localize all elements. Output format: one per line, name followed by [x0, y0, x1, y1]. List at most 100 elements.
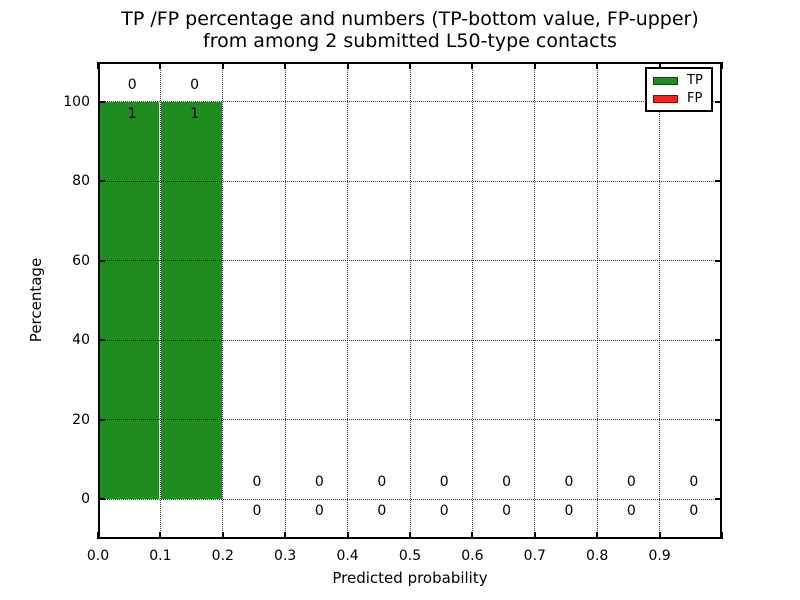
fp-count-label: 0: [564, 474, 574, 491]
gridline-x: [347, 62, 349, 539]
tp-count-label: 0: [439, 503, 449, 520]
gridline-y: [98, 101, 722, 103]
gridline-y: [98, 498, 722, 500]
x-tick-label: 0.4: [336, 548, 359, 564]
tp-count-label: 0: [689, 503, 699, 520]
y-tick-label: 20: [72, 411, 90, 428]
tp-count-label: 1: [127, 105, 137, 122]
x-tick-mark-top: [159, 62, 162, 69]
legend-label: FP: [687, 91, 703, 106]
tp-count-label: 0: [502, 503, 512, 520]
gridline-y: [98, 419, 722, 421]
y-tick-mark-left: [98, 498, 105, 501]
fp-count-label: 0: [127, 76, 137, 93]
y-tick-mark-right: [715, 259, 722, 262]
x-tick-mark-top: [97, 62, 99, 69]
fp-count-label: 0: [252, 474, 262, 491]
chart-title-line1: TP /FP percentage and numbers (TP-bottom…: [121, 8, 699, 30]
fp-count-label: 0: [377, 474, 387, 491]
legend-item-fp: FP: [647, 92, 711, 105]
x-tick-mark-top: [221, 62, 224, 69]
y-tick-mark-left: [98, 418, 105, 421]
gridline-y: [98, 180, 722, 182]
fp-count-label: 0: [502, 474, 512, 491]
x-tick-mark-top: [721, 62, 723, 69]
fp-count-label: 0: [439, 474, 449, 491]
x-tick-mark-bottom: [471, 532, 474, 539]
x-tick-mark-bottom: [284, 532, 287, 539]
tp-count-label: 1: [190, 105, 200, 122]
tp-count-label: 0: [252, 503, 262, 520]
legend: TP FP: [645, 67, 713, 112]
y-tick-mark-right: [715, 180, 722, 183]
y-tick-mark-left: [98, 259, 105, 262]
y-tick-label: 100: [63, 93, 90, 110]
gridline-x: [659, 62, 661, 539]
x-tick-mark-bottom: [721, 532, 723, 539]
x-tick-mark-top: [409, 62, 411, 69]
gridline-x: [409, 62, 411, 539]
x-tick-mark-bottom: [221, 532, 224, 539]
legend-item-tp: TP: [647, 74, 711, 87]
gridline-x: [596, 62, 598, 539]
x-tick-mark-bottom: [159, 532, 162, 539]
x-axis-label: Predicted probability: [332, 569, 488, 587]
plot-area: 0 1 0 1 0 0 0 0 0 0 0 0 0 0 0 0 0 0 0 0 TP FP: [97, 62, 723, 539]
tp-count-label: 0: [377, 503, 387, 520]
x-tick-label: 0.9: [648, 548, 671, 564]
gridline-x: [534, 62, 536, 539]
x-tick-mark-top: [346, 62, 349, 69]
x-tick-label: 0.1: [149, 548, 172, 564]
gridline-x: [222, 62, 224, 539]
bar-tp: [99, 101, 160, 500]
y-tick-mark-right: [715, 339, 722, 342]
y-tick-mark-left: [98, 180, 105, 183]
fp-count-label: 0: [626, 474, 636, 491]
y-tick-label: 80: [72, 173, 90, 190]
bar-tp: [161, 101, 222, 500]
tp-count-label: 0: [314, 503, 324, 520]
tp-count-label: 0: [564, 503, 574, 520]
x-tick-label: 0.5: [398, 548, 422, 564]
tp-swatch: [653, 76, 678, 85]
x-tick-mark-bottom: [658, 532, 661, 539]
x-tick-mark-top: [471, 62, 474, 69]
y-tick-mark-right: [715, 100, 722, 103]
gridline-x: [159, 62, 161, 539]
x-tick-mark-top: [596, 62, 599, 69]
fp-count-label: 0: [314, 474, 324, 491]
x-tick-label: 0.0: [86, 548, 110, 564]
fp-count-label: 0: [190, 76, 200, 93]
gridline-y: [98, 260, 722, 262]
x-tick-label: 0.6: [461, 548, 484, 564]
x-tick-label: 0.7: [523, 548, 546, 564]
x-tick-label: 0.2: [211, 548, 234, 564]
tp-count-label: 0: [626, 503, 636, 520]
chart-title: TP /FP percentage and numbers (TP-bottom…: [98, 8, 722, 52]
gridline-x: [471, 62, 473, 539]
gridline-y: [98, 339, 722, 341]
y-axis-label: Percentage: [27, 257, 45, 343]
x-tick-mark-top: [284, 62, 287, 69]
x-tick-mark-bottom: [596, 532, 599, 539]
fp-count-label: 0: [689, 474, 699, 491]
legend-label: TP: [687, 73, 703, 88]
y-tick-mark-right: [715, 418, 722, 421]
y-tick-mark-left: [98, 339, 105, 342]
gridline-x: [284, 62, 286, 539]
y-tick-mark-left: [98, 100, 105, 103]
x-tick-label: 0.8: [586, 548, 609, 564]
y-tick-label: 0: [81, 491, 90, 508]
y-tick-label: 40: [72, 332, 90, 349]
x-tick-mark-bottom: [346, 532, 349, 539]
x-tick-mark-bottom: [533, 532, 536, 539]
x-tick-mark-top: [658, 62, 661, 69]
x-tick-label: 0.3: [274, 548, 297, 564]
x-tick-mark-bottom: [409, 532, 411, 539]
fp-swatch: [653, 94, 678, 103]
x-tick-mark-bottom: [97, 532, 99, 539]
y-tick-mark-right: [715, 498, 722, 501]
x-tick-mark-top: [533, 62, 536, 69]
chart-title-line2: from among 2 submitted L50-type contacts: [203, 30, 617, 52]
